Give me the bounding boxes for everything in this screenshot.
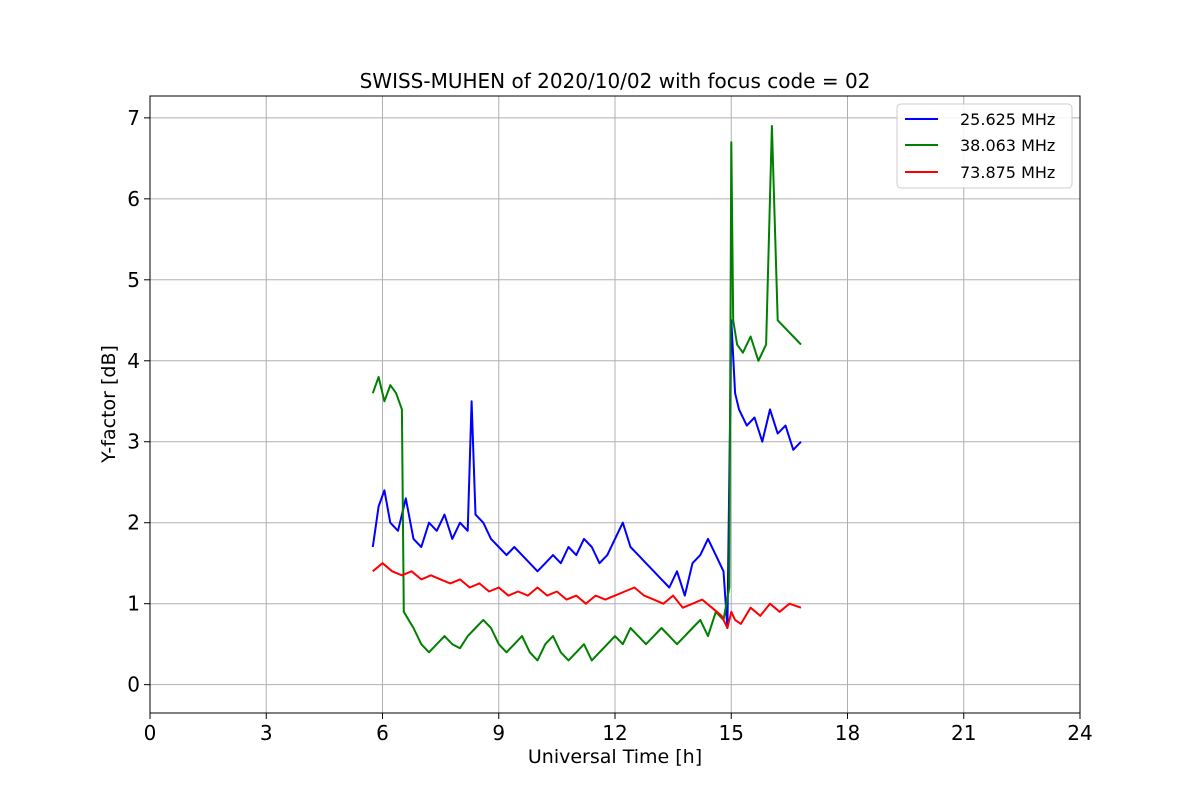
y-tick-label: 1	[127, 592, 140, 616]
y-tick-label: 3	[127, 430, 140, 454]
x-tick-label: 0	[144, 721, 157, 745]
y-tick-label: 6	[127, 187, 140, 211]
chart-title: SWISS-MUHEN of 2020/10/02 with focus cod…	[360, 69, 871, 93]
legend: 25.625 MHz 38.063 MHz 73.875 MHz	[896, 103, 1073, 189]
x-tick-label: 15	[719, 721, 744, 745]
series-line-2	[372, 562, 802, 629]
legend-label-38-063: 38.063 MHz	[960, 136, 1055, 155]
legend-box	[896, 103, 1073, 189]
y-axis-ticks: 0 1 2 3 4 5 6 7	[127, 106, 150, 697]
y-tick-label: 7	[127, 106, 140, 130]
series-line-0	[371, 319, 802, 629]
x-tick-label: 9	[492, 721, 505, 745]
x-tick-label: 18	[835, 721, 860, 745]
x-tick-label: 12	[602, 721, 627, 745]
x-tick-label: 6	[376, 721, 389, 745]
series-layer	[371, 125, 802, 662]
legend-label-25-625: 25.625 MHz	[960, 110, 1055, 129]
y-tick-label: 5	[127, 268, 140, 292]
x-axis-ticks: 0 3 6 9 12 15 18 21 24	[144, 713, 1093, 745]
y-axis-label: Y-factor [dB]	[98, 345, 120, 464]
y-tick-label: 2	[127, 511, 140, 535]
y-tick-label: 0	[127, 673, 140, 697]
series-line-1	[371, 125, 802, 662]
x-tick-label: 21	[951, 721, 976, 745]
x-tick-label: 3	[260, 721, 273, 745]
y-tick-label: 4	[127, 349, 140, 373]
x-axis-label: Universal Time [h]	[528, 746, 702, 768]
legend-label-73-875: 73.875 MHz	[960, 163, 1055, 182]
x-tick-label: 24	[1067, 721, 1092, 745]
